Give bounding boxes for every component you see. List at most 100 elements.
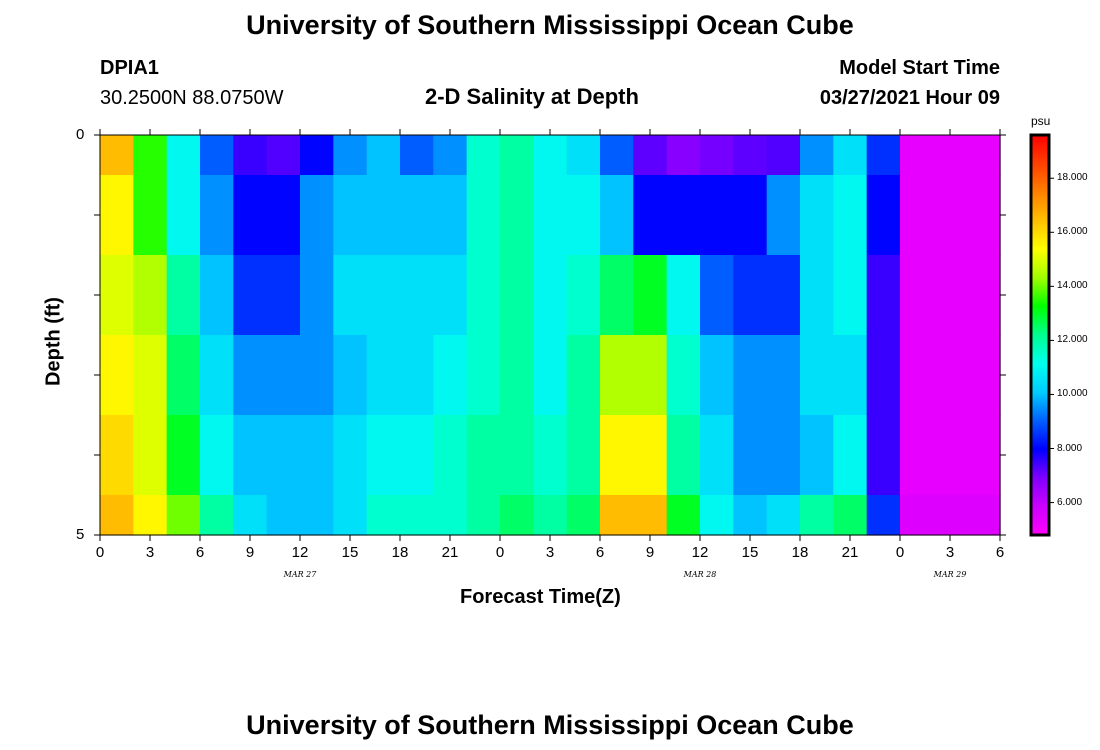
heatmap-cell	[800, 135, 834, 176]
colorbar-unit: psu	[1031, 114, 1051, 128]
x-tick-label: 9	[245, 544, 255, 561]
heatmap-cell	[833, 255, 868, 336]
heatmap-cell	[200, 135, 234, 176]
colorbar-tick-label: 6.000	[1057, 496, 1083, 508]
x-axis-ticks	[99, 129, 1001, 541]
heatmap-cell	[300, 135, 334, 176]
heatmap-cell	[766, 175, 801, 256]
heatmap-cell	[333, 335, 368, 416]
y-axis-ticks	[94, 134, 1006, 536]
heatmap-cell	[133, 135, 168, 176]
heatmap-cell	[533, 255, 568, 336]
heatmap-cell	[466, 255, 501, 336]
heatmap-cell	[833, 335, 868, 416]
heatmap-cell	[466, 335, 501, 416]
heatmap-cell	[133, 255, 168, 336]
heatmap-cell	[566, 415, 601, 496]
heatmap-cell	[166, 415, 201, 496]
heatmap-cell	[966, 175, 1001, 256]
heatmap-cell	[400, 495, 434, 536]
heatmap-cell	[700, 255, 734, 336]
heatmap-cell	[566, 255, 601, 336]
heatmap-cell	[400, 175, 434, 256]
date-label: MAR 27	[283, 570, 317, 579]
heatmap-cell	[600, 415, 634, 496]
heatmap-cell	[900, 255, 934, 336]
x-tick-label: 3	[945, 544, 955, 561]
date-label: MAR 28	[683, 570, 717, 579]
heatmap-cell	[966, 335, 1001, 416]
colorbar-tick-label: 14.000	[1057, 280, 1088, 292]
heatmap-cell	[533, 495, 568, 536]
heatmap-cell	[866, 495, 901, 536]
heatmap-cell	[366, 135, 401, 176]
page-title-bottom: University of Southern Mississippi Ocean…	[246, 710, 854, 740]
heatmap-cell	[466, 135, 501, 176]
heatmap-cell	[466, 175, 501, 256]
heatmap-cell	[700, 135, 734, 176]
x-tick-label: 15	[741, 544, 759, 561]
heatmap-cell	[233, 175, 268, 256]
heatmap-cell	[266, 335, 301, 416]
heatmap-cell	[866, 335, 901, 416]
heatmap-cell	[500, 255, 534, 336]
heatmap-cell	[200, 495, 234, 536]
heatmap-cell	[600, 255, 634, 336]
heatmap-cell	[833, 135, 868, 176]
heatmap-cell	[700, 335, 734, 416]
heatmap-cell	[166, 335, 201, 416]
heatmap-cell	[333, 175, 368, 256]
heatmap-cell	[900, 335, 934, 416]
station-id: DPIA1	[100, 57, 159, 79]
heatmap-cell	[566, 135, 601, 176]
heatmap-cell	[666, 335, 701, 416]
x-tick-label: 6	[995, 544, 1005, 561]
heatmap-cell	[566, 335, 601, 416]
heatmap-cell	[433, 415, 468, 496]
heatmap-cell	[233, 495, 268, 536]
heatmap-cell	[333, 495, 368, 536]
heatmap-cell	[300, 335, 334, 416]
heatmap-cell	[433, 255, 468, 336]
model-start-label: Model Start Time	[839, 57, 1000, 79]
heatmap-cell	[766, 255, 801, 336]
x-tick-label: 3	[145, 544, 155, 561]
colorbar-tick-label: 16.000	[1057, 226, 1088, 238]
heatmap-cell	[466, 495, 501, 536]
colorbar-gradient	[1029, 133, 1051, 537]
heatmap-cell	[933, 135, 968, 176]
heatmap-cell	[500, 135, 534, 176]
x-tick-label: 6	[195, 544, 205, 561]
heatmap-cell	[133, 415, 168, 496]
heatmap-cell	[800, 415, 834, 496]
heatmap-cell	[733, 415, 768, 496]
heatmap-cell	[133, 175, 168, 256]
colorbar-tick-label: 8.000	[1057, 442, 1083, 454]
heatmap-cell	[933, 255, 968, 336]
x-tick-label: 6	[595, 544, 605, 561]
heatmap-cell	[600, 135, 634, 176]
heatmap-cell	[300, 415, 334, 496]
heatmap-cell	[733, 495, 768, 536]
heatmap-cell	[933, 175, 968, 256]
heatmap-cell	[266, 175, 301, 256]
heatmap-cell	[600, 495, 634, 536]
page-title-top: University of Southern Mississippi Ocean…	[246, 10, 854, 40]
x-tick-label: 12	[691, 544, 709, 561]
heatmap-cell	[600, 335, 634, 416]
heatmap-cell	[266, 495, 301, 536]
heatmap-cell	[500, 415, 534, 496]
heatmap-cell	[833, 415, 868, 496]
heatmap-cell	[766, 415, 801, 496]
x-tick-label: 21	[841, 544, 859, 561]
y-axis-label: Depth (ft)	[42, 297, 65, 386]
x-tick-label: 12	[291, 544, 309, 561]
heatmap-cell	[700, 415, 734, 496]
heatmap-cell	[400, 255, 434, 336]
model-start-value: 03/27/2021 Hour 09	[819, 87, 1000, 109]
heatmap-cell	[700, 175, 734, 256]
heatmap-cell	[366, 335, 401, 416]
heatmap-cell	[966, 255, 1001, 336]
heatmap-cell	[766, 495, 801, 536]
heatmap-cell	[566, 495, 601, 536]
